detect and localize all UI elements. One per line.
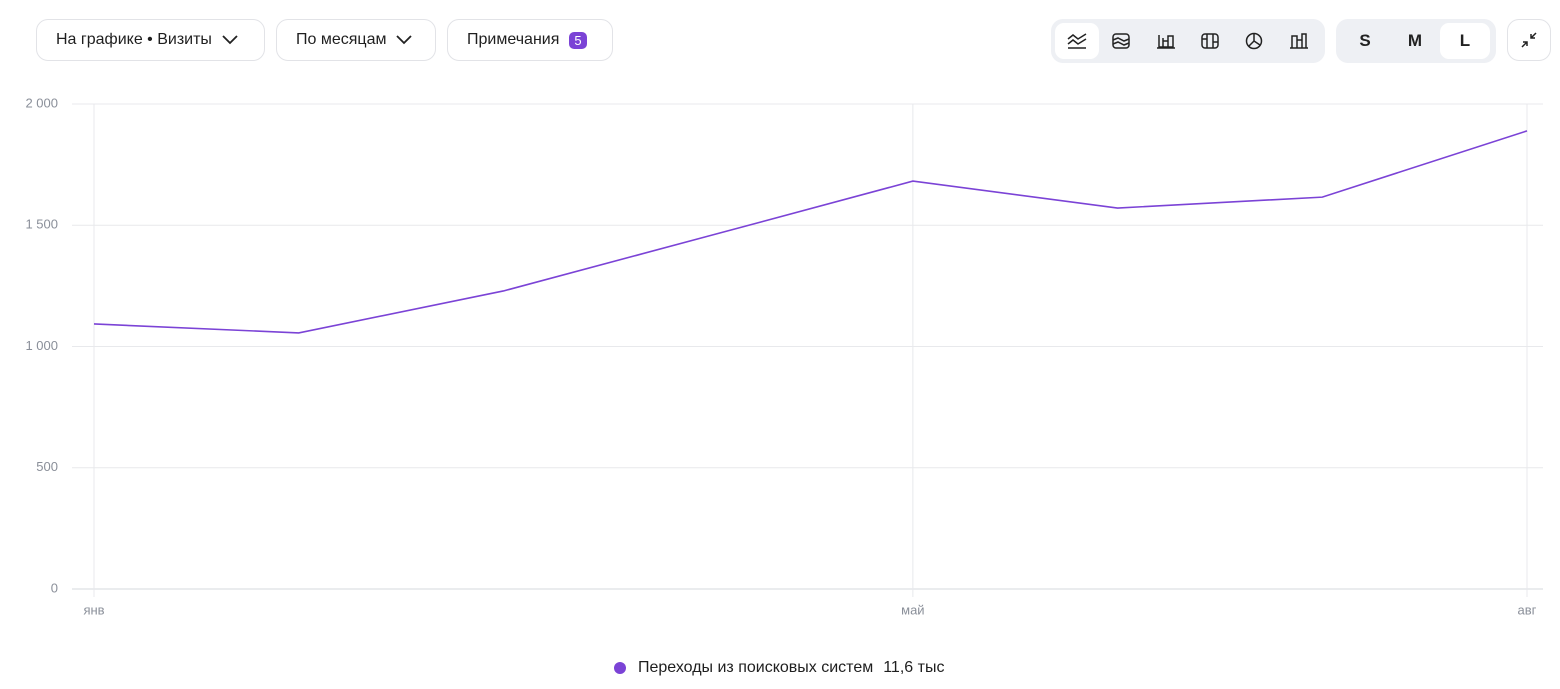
notes-button[interactable]: Примечания 5	[447, 19, 613, 61]
bar-chart-icon[interactable]	[1144, 23, 1188, 59]
legend-total: 11,6 тыс	[883, 659, 944, 676]
chevron	[222, 35, 238, 45]
y-tick-label: 0	[51, 580, 58, 595]
chevron	[396, 35, 413, 45]
legend-label: Переходы из поисковых систем	[638, 659, 873, 676]
size-group: S M L	[1336, 19, 1496, 63]
y-tick-label: 500	[36, 459, 58, 474]
y-tick-label: 1 000	[25, 338, 58, 353]
y-tick-label: 2 000	[25, 95, 58, 110]
x-tick-label: янв	[83, 602, 104, 617]
size-s[interactable]: S	[1359, 31, 1371, 50]
x-tick-label: май	[901, 602, 924, 617]
line-chart-icon[interactable]	[1055, 23, 1100, 59]
series-line	[93, 130, 1528, 334]
stacked-chart-icon[interactable]	[1188, 23, 1232, 59]
metric-button[interactable]: На графике • Визиты	[36, 19, 265, 61]
pie-chart-icon[interactable]	[1232, 23, 1276, 59]
x-tick-label: авг	[1518, 602, 1537, 617]
chart-type-group	[1051, 19, 1325, 63]
legend-marker	[614, 662, 626, 674]
size-m[interactable]: M	[1407, 31, 1423, 50]
collapse-button[interactable]	[1507, 19, 1551, 61]
column-chart-icon[interactable]	[1277, 23, 1321, 59]
area-chart-icon[interactable]	[1099, 23, 1143, 59]
period-button-label: По месяцам	[296, 31, 387, 48]
metric-button-label: На графике • Визиты	[56, 31, 212, 48]
y-tick-label: 1 500	[25, 217, 58, 232]
notes-badge: 5	[569, 31, 587, 49]
period-button[interactable]: По месяцам	[276, 19, 436, 61]
size-l[interactable]: L	[1440, 23, 1490, 59]
notes-button-label: Примечания	[467, 31, 560, 48]
